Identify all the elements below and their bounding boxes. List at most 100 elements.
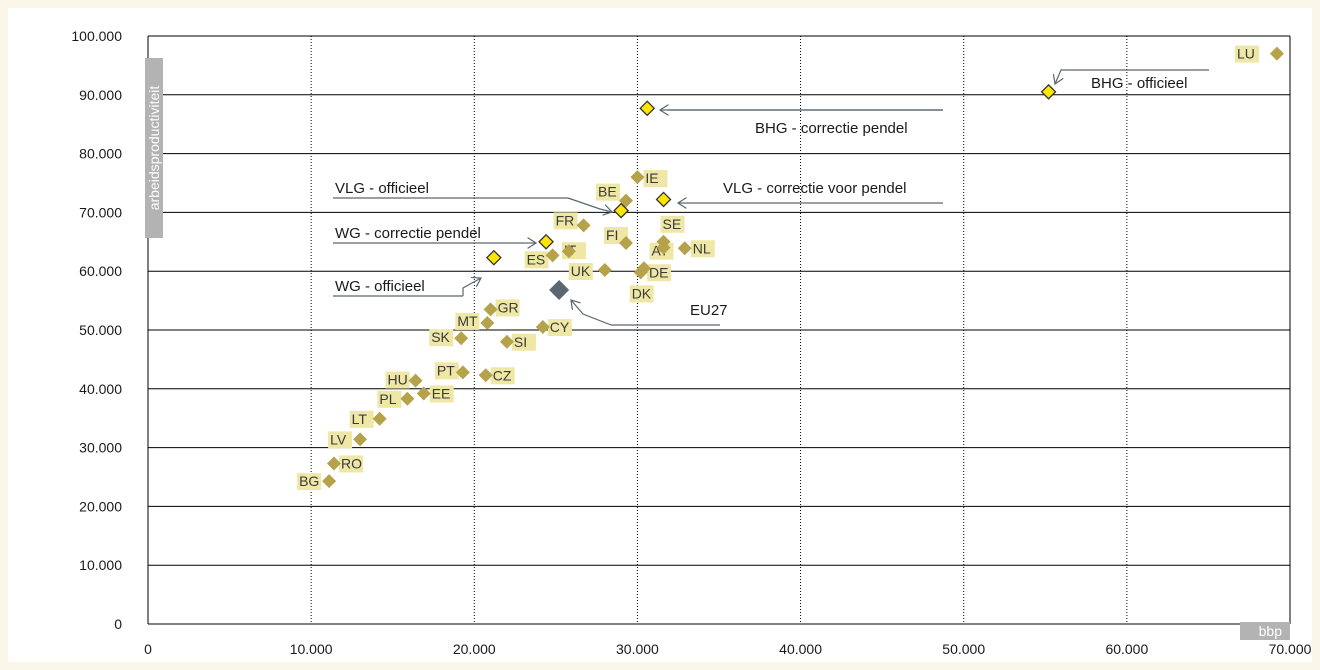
point-label-bg-nl — [690, 240, 715, 258]
point-label-hu: HU — [385, 371, 410, 389]
point-dk — [633, 265, 648, 280]
point-label-si: SI — [511, 333, 536, 351]
point-label-bg-cz — [490, 367, 515, 385]
point-label-bg: BG — [297, 473, 322, 491]
callout-text-vlg-officieel: VLG - officieel — [335, 180, 429, 197]
point-wg-correctie-pendel — [538, 233, 554, 250]
point-bg — [322, 474, 337, 489]
point-label-bg-fi — [604, 226, 629, 244]
y-axis-title-box — [145, 58, 163, 238]
point-label-cy: CY — [547, 319, 572, 337]
point-ee — [416, 386, 431, 401]
point-label-text-dk: DK — [632, 285, 652, 301]
y-axis-title-text: arbeidsproductiviteit — [146, 86, 162, 211]
point-label-text-ee: EE — [432, 386, 451, 402]
point-label-fr: FR — [553, 212, 578, 230]
point-label-text-pt: PT — [437, 362, 455, 378]
callout-vlg-correctie-voor-pendel: VLG - correctie voor pendel — [676, 180, 943, 209]
y-tick-label: 40.000 — [79, 381, 122, 397]
point-label-sk: SK — [429, 329, 454, 347]
point-at — [656, 240, 671, 255]
point-label-bg-ro — [338, 455, 363, 473]
point-nl — [677, 241, 692, 256]
point-label-bg-be — [596, 183, 621, 201]
x-axis-title: bbp — [1240, 622, 1290, 640]
callout-arrowhead-vlg-correctie-voor-pendel — [676, 197, 687, 209]
callout-vlg-officieel: VLG - officieel — [333, 180, 614, 216]
point-mt — [480, 315, 495, 330]
point-si — [499, 334, 514, 349]
point-label-bg-lu — [1234, 45, 1259, 63]
point-sk — [454, 331, 469, 346]
point-label-lv: LV — [328, 431, 353, 449]
x-tick-label: 10.000 — [290, 641, 333, 657]
point-es — [545, 248, 560, 263]
point-label-bg-gr — [495, 299, 520, 317]
point-lt — [372, 411, 387, 426]
point-label-text-pl: PL — [379, 391, 396, 407]
point-label-text-uk: UK — [571, 263, 591, 279]
callout-wg-officieel: WG - officieel — [333, 276, 482, 297]
point-label-bg-sk — [429, 329, 454, 347]
point-label-bg-de — [646, 264, 671, 282]
point-label-text-ie: IE — [645, 170, 658, 186]
point-label-pt: PT — [434, 362, 459, 380]
point-label-dk: DK — [629, 285, 654, 303]
point-label-de: DE — [646, 264, 671, 282]
y-tick-label: 80.000 — [79, 146, 122, 162]
point-label-text-lt: LT — [352, 411, 368, 427]
grid-layer — [148, 35, 1291, 625]
point-label-text-be: BE — [598, 184, 617, 200]
point-lv — [353, 432, 368, 447]
point-label-cz: CZ — [490, 367, 515, 385]
y-tick-label: 90.000 — [79, 87, 122, 103]
callout-leader-wg-officieel — [462, 277, 482, 296]
callout-text-vlg-correctie-voor-pendel: VLG - correctie voor pendel — [723, 180, 906, 197]
point-label-text-de: DE — [649, 264, 668, 280]
point-label-text-gr: GR — [498, 299, 519, 315]
callout-arrowhead-wg-officieel — [470, 276, 482, 288]
x-axis-title-box — [1240, 622, 1290, 640]
point-gr — [483, 302, 498, 317]
point-label-bg-pl — [377, 390, 402, 408]
point-label-es: ES — [524, 251, 549, 269]
point-label-gr: GR — [495, 299, 520, 317]
y-tick-label: 0 — [114, 616, 122, 632]
callout-eu27: EU27 — [570, 299, 728, 326]
point-ro — [326, 456, 341, 471]
point-layer — [322, 46, 1284, 489]
y-tick-label: 60.000 — [79, 263, 122, 279]
point-vlg-correctie-voor-pendel — [655, 191, 672, 208]
point-label-ee: EE — [429, 385, 454, 403]
callout-wg-correctie-pendel: WG - correctie pendel — [333, 225, 538, 249]
point-label-layer: LUIEBEFRSEFIATNLITESDEUKDKGRMTCYSKSIPTCZ… — [297, 45, 1259, 491]
callout-text-bhg-correctie-pendel: BHG - correctie pendel — [755, 120, 908, 137]
point-label-text-es: ES — [527, 251, 546, 267]
point-label-text-cz: CZ — [493, 367, 512, 383]
x-tick-label: 30.000 — [616, 641, 659, 657]
point-label-uk: UK — [568, 263, 593, 281]
point-vlg-officieel — [613, 202, 630, 219]
y-axis-title: arbeidsproductiviteit — [145, 58, 163, 238]
callout-text-wg-correctie-pendel: WG - correctie pendel — [335, 225, 481, 242]
point-label-pl: PL — [377, 390, 402, 408]
x-tick-label: 50.000 — [942, 641, 985, 657]
x-tick-label: 0 — [144, 641, 152, 657]
point-label-text-sk: SK — [431, 329, 450, 345]
point-pl — [400, 391, 415, 406]
point-pt — [455, 365, 470, 380]
point-bhg-officieel — [1040, 83, 1057, 100]
x-tick-label: 20.000 — [453, 641, 496, 657]
scatter-chart: 0 10.000 20.000 30.000 40.000 50.000 60.000 70.… — [71, 28, 1311, 657]
point-label-bg-es — [524, 251, 549, 269]
point-wg-officieel — [485, 249, 502, 266]
callout-text-wg-officieel: WG - officieel — [335, 278, 425, 295]
point-label-se: SE — [660, 215, 685, 233]
point-label-fi: FI — [604, 226, 629, 244]
callout-text-eu27: EU27 — [690, 302, 728, 319]
point-label-nl: NL — [690, 240, 715, 258]
x-tick-label: 60.000 — [1105, 641, 1148, 657]
point-hu — [408, 373, 423, 388]
x-axis-title-text: bbp — [1259, 623, 1283, 639]
point-label-bg-uk — [568, 263, 593, 281]
